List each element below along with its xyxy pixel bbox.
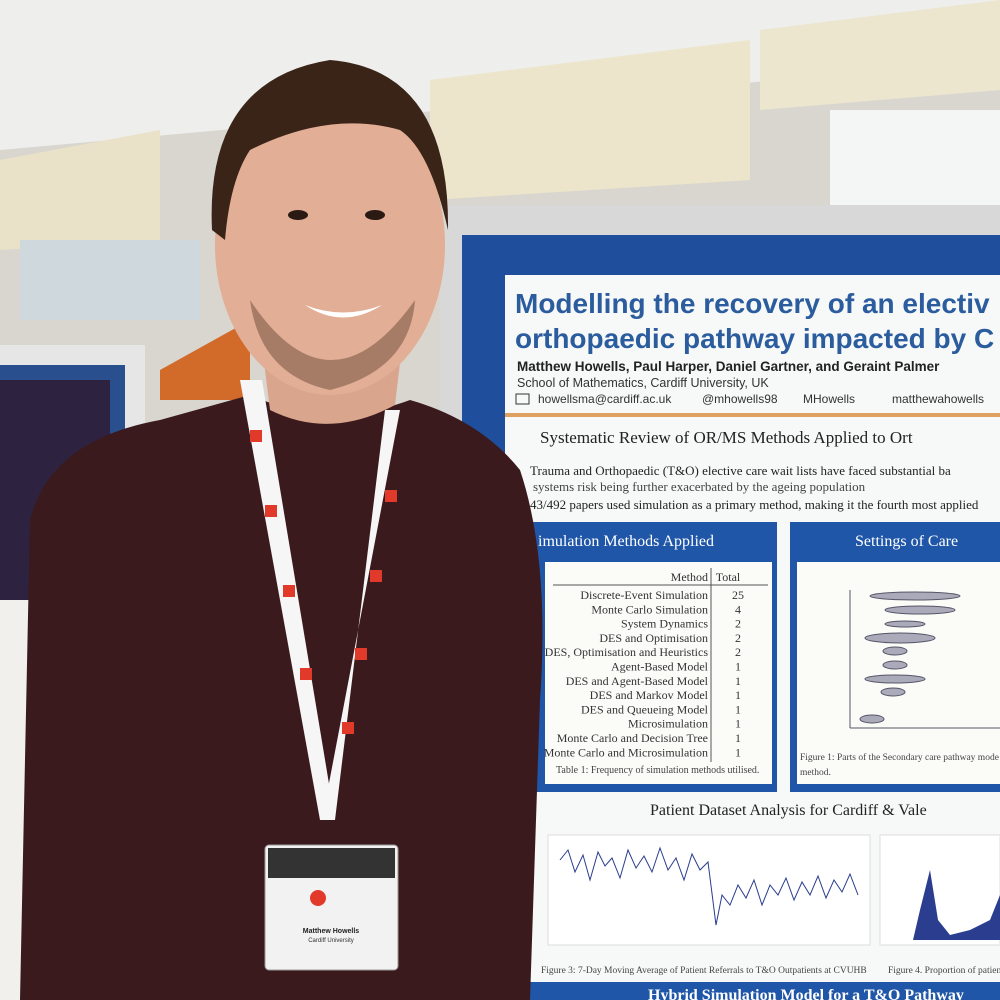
table-cell: 1 (735, 688, 741, 702)
histogram-shape (913, 870, 1000, 940)
beard (250, 300, 415, 390)
table-cell: DES, Optimisation and Heuristics (545, 645, 709, 659)
contact: matthewahowells (892, 392, 984, 406)
orange-poster (160, 320, 250, 400)
blind (430, 40, 750, 200)
table-cell: 1 (735, 717, 741, 731)
table-cell: Monte Carlo and Decision Tree (557, 731, 708, 745)
table-cell: DES and Markov Model (590, 688, 709, 702)
badge-top (268, 848, 395, 878)
lanyard (322, 410, 400, 820)
line-chart (547, 834, 871, 946)
window (830, 110, 1000, 210)
table-cell: 2 (735, 645, 741, 659)
caption: Table 1: Frequency of simulation methods… (556, 765, 759, 776)
table-cell: Monte Carlo and Microsimulation (544, 745, 708, 759)
table-cell: 2 (735, 617, 741, 631)
table-cell: System Dynamics (621, 617, 708, 631)
badge-name: Matthew Howells (303, 928, 360, 935)
contact: MHowells (803, 392, 855, 406)
affiliation: School of Mathematics, Cardiff Universit… (517, 376, 769, 390)
violin-plot (849, 590, 1000, 729)
table-cell: Agent-Based Model (611, 660, 709, 674)
bullet: 43/492 papers used simulation as a prima… (530, 497, 979, 512)
table-cell: 1 (735, 731, 741, 745)
box (528, 982, 1000, 1000)
box-heading: imulation Methods Applied (538, 533, 714, 550)
table-cell: 25 (732, 588, 744, 602)
section-heading: Systematic Review of OR/MS Methods Appli… (540, 428, 913, 447)
eye (288, 210, 308, 220)
face (215, 95, 445, 395)
poster-title: orthopaedic pathway impacted by C (515, 323, 994, 354)
table-cell: DES and Agent-Based Model (566, 674, 709, 688)
table-cell: Microsimulation (628, 717, 708, 731)
teeth (305, 305, 382, 318)
contact: @mhowells98 (702, 392, 778, 406)
caption: Figure 3: 7-Day Moving Average of Patien… (541, 965, 867, 976)
blind (760, 0, 1000, 110)
table-cell: 1 (735, 674, 741, 688)
sweater (20, 395, 543, 1000)
table-panel (545, 562, 772, 784)
window (20, 240, 200, 320)
authors: Matthew Howells, Paul Harper, Daniel Gar… (517, 359, 940, 374)
table-cell: DES and Queueing Model (581, 702, 709, 716)
badge-organisation: Cardiff University (308, 938, 354, 944)
table-header: Method (671, 570, 708, 584)
table-cell: 1 (735, 702, 741, 716)
caption: Figure 4. Proportion of patien (888, 965, 1000, 976)
table-header: Total (716, 570, 741, 584)
contact: howellsma@cardiff.ac.uk (538, 392, 672, 406)
eye (365, 210, 385, 220)
table-cell: Monte Carlo Simulation (591, 602, 708, 616)
lanyard (240, 380, 335, 820)
box-heading: Hybrid Simulation Model for a T&O Pathwa… (648, 987, 964, 1000)
caption: Figure 1: Parts of the Secondary care pa… (800, 752, 999, 763)
bullet: Trauma and Orthopaedic (T&O) elective ca… (530, 463, 951, 478)
badge-logo (310, 890, 326, 906)
table-cell: 2 (735, 631, 741, 645)
table-cell: 1 (735, 660, 741, 674)
hair (211, 60, 449, 240)
table-cell: 4 (735, 602, 741, 616)
bullet: systems risk being further exacerbated b… (533, 479, 866, 494)
mail-icon (515, 393, 530, 405)
section-heading: Patient Dataset Analysis for Cardiff & V… (650, 802, 927, 819)
lanyard-logos (250, 430, 397, 734)
table-cell: 1 (735, 745, 741, 759)
table-cell: DES and Optimisation (599, 631, 708, 645)
time-series (559, 846, 859, 926)
poster-title: Modelling the recovery of an electiv (515, 288, 990, 319)
blind (0, 130, 160, 250)
box-heading: Settings of Care (855, 533, 958, 550)
divider (505, 413, 1000, 417)
caption: method. (800, 768, 831, 778)
table-cell: Discrete-Event Simulation (580, 588, 708, 602)
